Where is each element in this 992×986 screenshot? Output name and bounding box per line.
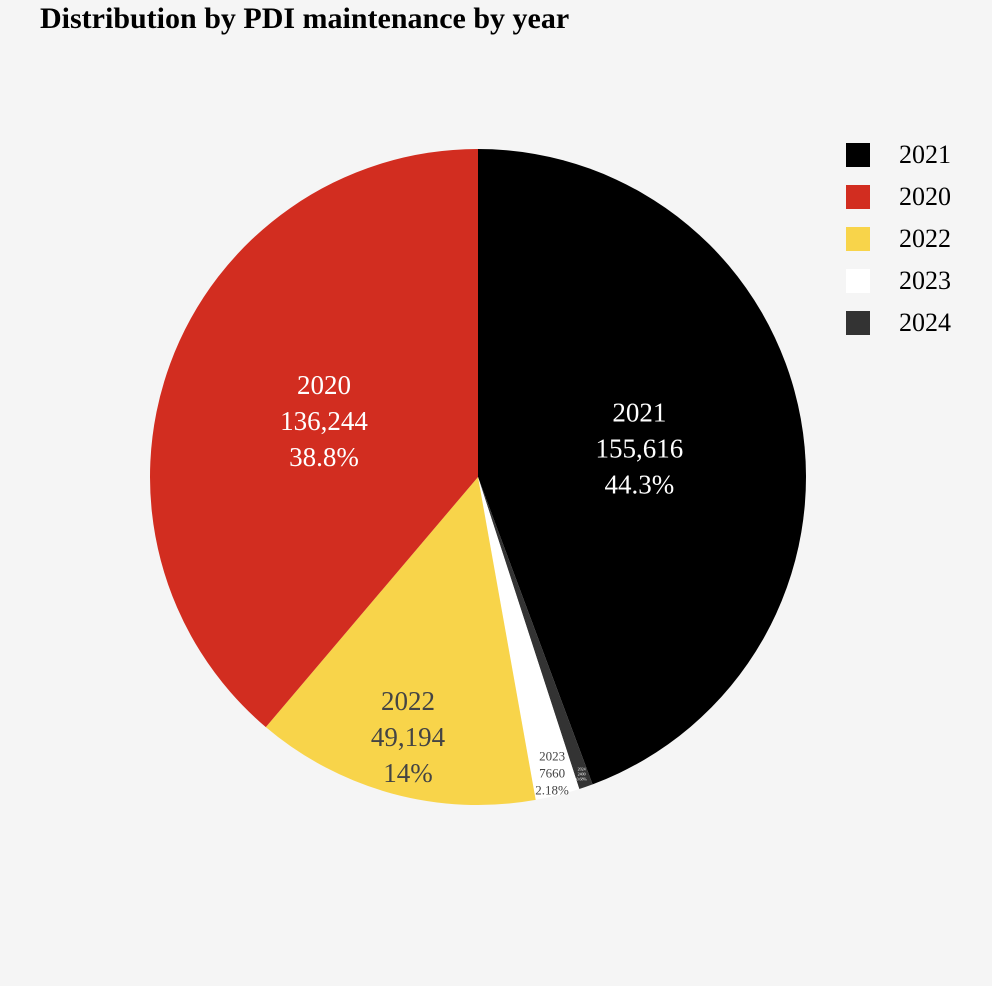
slice-label-2020: 2020 136,244 38.8% xyxy=(280,370,368,472)
legend-item-1[interactable]: 2020 xyxy=(846,176,951,218)
slice-label-line-2024-2: 0.68% xyxy=(576,777,587,782)
legend-label-2: 2022 xyxy=(899,224,951,253)
legend-item-0[interactable]: 2021 xyxy=(846,134,951,176)
legend-label-4: 2024 xyxy=(899,308,951,337)
slice-2021[interactable] xyxy=(478,149,806,785)
slice-label-line-2020-0: 2020 xyxy=(297,370,351,400)
slice-label-line-2021-1: 155,616 xyxy=(596,433,684,463)
slice-label-2022: 2022 49,194 14% xyxy=(371,686,446,788)
legend-item-3[interactable]: 2023 xyxy=(846,260,951,302)
slice-label-2023: 2023 7660 2.18% xyxy=(535,748,569,797)
slice-label-line-2023-0: 2023 xyxy=(539,748,565,763)
legend-swatch-3 xyxy=(846,269,870,293)
slice-label-line-2023-2: 2.18% xyxy=(535,782,569,797)
slice-label-line-2022-1: 49,194 xyxy=(371,722,446,752)
slice-label-line-2024-1: 2400 xyxy=(578,772,586,777)
slice-label-line-2022-0: 2022 xyxy=(381,686,435,716)
slice-2020[interactable] xyxy=(150,149,479,728)
legend-swatch-0 xyxy=(846,143,870,167)
legend-label-3: 2023 xyxy=(899,266,951,295)
slice-label-line-2023-1: 7660 xyxy=(539,765,565,780)
slice-label-line-2020-1: 136,244 xyxy=(280,406,368,436)
pie-slices xyxy=(150,149,806,805)
slice-label-2021: 2021 155,616 44.3% xyxy=(596,397,684,499)
legend-swatch-2 xyxy=(846,227,870,251)
slice-2024[interactable] xyxy=(478,477,593,789)
legend: 2021 2020 2022 2023 2024 xyxy=(846,134,951,344)
slice-2022[interactable] xyxy=(265,477,536,805)
legend-item-2[interactable]: 2022 xyxy=(846,218,951,260)
legend-label-0: 2021 xyxy=(899,140,951,169)
slice-label-line-2020-2: 38.8% xyxy=(289,442,359,472)
slice-label-line-2021-2: 44.3% xyxy=(605,469,675,499)
legend-swatch-4 xyxy=(846,311,870,335)
slice-label-line-2022-2: 14% xyxy=(383,758,433,788)
pie-labels: 2021 155,616 44.3% 2024 2400 0.68% 2023 7660 2.1… xyxy=(280,370,683,798)
slice-label-line-2024-0: 2024 xyxy=(578,767,586,772)
legend-label-1: 2020 xyxy=(899,182,951,211)
slice-label-2024: 2024 2400 0.68% xyxy=(576,767,587,782)
slice-label-line-2021-0: 2021 xyxy=(612,397,666,427)
legend-item-4[interactable]: 2024 xyxy=(846,302,951,344)
legend-swatch-1 xyxy=(846,185,870,209)
slice-2023[interactable] xyxy=(478,477,580,800)
chart-title: Distribution by PDI maintenance by year xyxy=(40,2,570,35)
